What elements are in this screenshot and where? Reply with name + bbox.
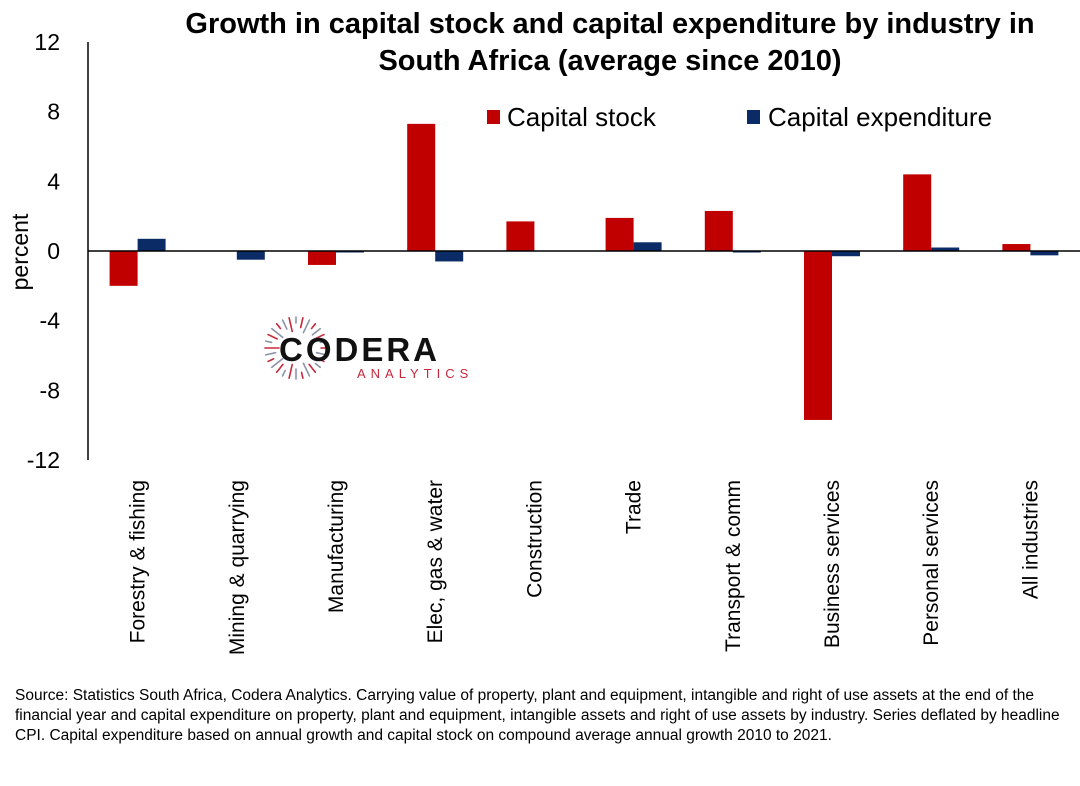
y-tick-label: -8: [40, 377, 60, 403]
bar-chart: Growth in capital stock and capital expe…: [7, 8, 1080, 655]
chart-title-line-1: Growth in capital stock and capital expe…: [185, 8, 1034, 40]
logo-circle-dash: [275, 363, 284, 374]
y-tick-label: 0: [47, 238, 60, 264]
logo-circle-dash: [302, 319, 311, 334]
logo-circle-dash: [270, 357, 284, 369]
logo-circle-dash: [310, 333, 325, 342]
bar-capital-stock: [804, 251, 832, 420]
logo-circle-dash: [267, 358, 275, 363]
bar-capital-stock: [407, 123, 436, 251]
y-tick-label: 8: [47, 99, 60, 125]
logo-circle-dash: [299, 316, 304, 329]
logo-circle-dash: [264, 351, 277, 356]
codera-logo: CODERA ANALYTICS: [264, 316, 473, 381]
category-label: Elec, gas & water: [424, 480, 447, 643]
y-tick-label: 4: [47, 168, 60, 194]
logo-circle-dash: [270, 327, 284, 339]
bar-capital-expenditure: [931, 247, 960, 251]
bar-capital-stock: [1002, 244, 1031, 251]
logo-circle-dash: [314, 362, 322, 369]
bar-capital-stock: [903, 174, 932, 251]
bar-capital-expenditure: [1030, 251, 1059, 256]
category-label: Forestry & fishing: [127, 480, 150, 643]
source-note: Source: Statistics South Africa, Codera …: [15, 687, 1060, 744]
logo-circle-dash: [302, 362, 311, 377]
logo-circle-dash: [264, 340, 273, 344]
logo-circle-dash: [308, 363, 317, 374]
bar-capital-expenditure: [633, 242, 662, 251]
category-label: Mining & quarrying: [226, 480, 249, 655]
legend-swatch-capital-stock: [487, 110, 500, 124]
logo-wordmark: CODERA: [279, 331, 440, 368]
legend: Capital stock Capital expenditure: [487, 102, 992, 132]
logo-circle-dash: [315, 351, 328, 356]
y-tick-label: 12: [34, 29, 60, 55]
y-tick-label: -4: [40, 308, 61, 334]
logo-circle-dash: [281, 369, 286, 377]
category-label: Trade: [623, 480, 646, 534]
logo-subtitle: ANALYTICS: [357, 366, 473, 381]
bar-capital-stock: [506, 221, 535, 251]
category-label: Business services: [821, 480, 844, 648]
chart-title-line-2: South Africa (average since 2010): [378, 45, 841, 77]
chart-title: Growth in capital stock and capital expe…: [185, 8, 1034, 77]
category-label: All industries: [1019, 480, 1042, 599]
bar-capital-expenditure: [832, 251, 860, 257]
logo-circle-dash: [288, 363, 294, 380]
category-label: Personal services: [920, 480, 943, 646]
logo-circle-dash: [267, 333, 278, 340]
y-axis-label: percent: [7, 213, 33, 290]
axes: [87, 42, 1080, 460]
logo-circle-dash: [300, 371, 304, 380]
y-tick-label: -12: [27, 447, 60, 473]
logo-circle-dash: [311, 327, 322, 336]
legend-label-capital-expenditure: Capital expenditure: [768, 102, 992, 132]
category-labels: Forestry & fishing Mining & quarrying Manu…: [127, 480, 1043, 655]
bar-capital-stock: [109, 251, 138, 286]
logo-circle-dash: [310, 354, 325, 363]
category-label: Construction: [523, 480, 546, 598]
logo-circle-dash: [319, 340, 328, 344]
logo-circle-icon: [264, 316, 328, 380]
category-label: Manufacturing: [325, 480, 348, 613]
logo-circle-dash: [275, 322, 282, 330]
bar-capital-expenditure: [236, 251, 265, 260]
category-label: Transport & comm: [722, 480, 745, 652]
y-axis-ticks: 12 8 4 0 -4 -8 -12: [27, 29, 60, 473]
bar-capital-stock: [308, 251, 336, 265]
logo-circle-dash: [288, 316, 294, 333]
legend-swatch-capital-expenditure: [747, 110, 760, 124]
logo-circle-dash: [281, 319, 288, 330]
logo-circle-dash: [310, 322, 317, 330]
bar-capital-stock: [704, 210, 733, 251]
bar-capital-expenditure: [137, 238, 166, 251]
bar-capital-stock: [605, 217, 634, 251]
legend-label-capital-stock: Capital stock: [507, 102, 657, 132]
bars: [109, 123, 1059, 420]
bar-capital-expenditure: [435, 251, 464, 262]
